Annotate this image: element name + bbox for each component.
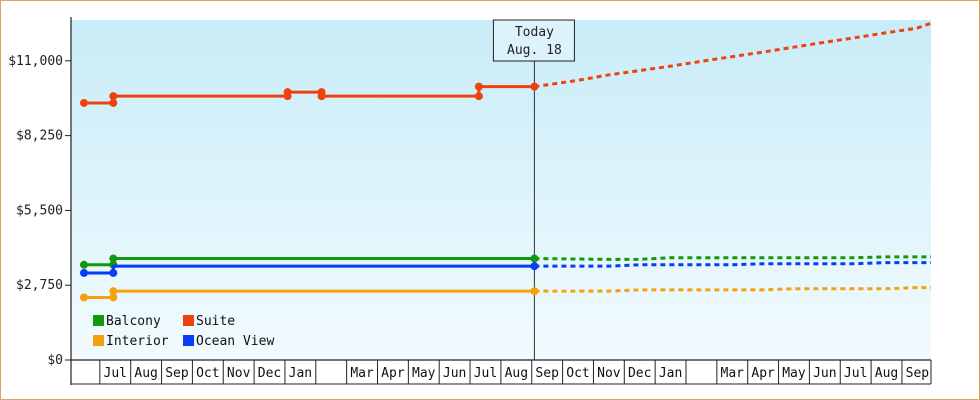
series-balcony-point — [80, 260, 88, 269]
series-suite-forecast — [534, 21, 933, 89]
series-suite-point — [474, 92, 483, 101]
legend: Balcony Suite Interior Ocean View — [93, 314, 274, 349]
today-label-title: Today — [515, 25, 554, 40]
x-month-label: Apr — [751, 366, 775, 381]
series-suite-point — [109, 98, 118, 107]
series-balcony-forecast — [534, 255, 931, 261]
x-month-label: May — [412, 366, 436, 381]
legend-swatch-interior — [93, 335, 104, 346]
legend-label-interior: Interior — [106, 334, 169, 349]
y-tick-label: $0 — [47, 353, 63, 368]
series-suite-point — [317, 92, 326, 101]
series-suite-point — [80, 98, 88, 107]
series-balcony-point — [530, 254, 539, 263]
today-label-date: Aug. 18 — [507, 43, 562, 58]
x-month-label: Jun — [443, 366, 466, 381]
series-suite-point — [283, 88, 292, 97]
x-month-label: Oct — [196, 366, 219, 381]
legend-label-suite: Suite — [196, 314, 235, 329]
series-interior-point — [109, 287, 118, 296]
x-month-label: May — [782, 366, 806, 381]
series-interior-point — [80, 293, 88, 302]
x-month-label: Sep — [535, 366, 559, 381]
x-month-label: Sep — [906, 366, 930, 381]
y-tick-label: $5,500 — [16, 203, 63, 218]
legend-label-balcony: Balcony — [106, 314, 161, 329]
series-ocean-view-point — [530, 262, 539, 271]
x-month-label: Jul — [474, 366, 497, 381]
series-ocean-view-point — [109, 268, 118, 277]
x-month-label: Aug — [505, 366, 528, 381]
series-interior-forecast — [534, 286, 931, 293]
x-month-label: Sep — [165, 366, 189, 381]
legend-swatch-balcony — [93, 315, 104, 326]
x-month-label: Aug — [875, 366, 898, 381]
plot-area — [71, 20, 931, 360]
y-tick-label: $11,000 — [8, 54, 63, 69]
y-axis: $0 $2,750 $5,500 $8,250 $11,000 — [8, 17, 72, 385]
x-month-label: Jul — [104, 366, 127, 381]
y-tick-label: $2,750 — [16, 278, 63, 293]
series-ocean-view-point — [80, 268, 88, 277]
series-interior-point — [109, 293, 118, 302]
x-month-label: Dec — [628, 366, 651, 381]
x-month-label: Jul — [844, 366, 867, 381]
x-axis: Jul Aug Sep Oct Nov Dec Jan Mar Apr May Jun Jul Aug S… — [71, 359, 932, 385]
series-ocean-view-forecast — [534, 261, 931, 268]
x-month-label: Aug — [134, 366, 157, 381]
series-lines — [80, 21, 933, 302]
x-month-label: Jan — [659, 366, 682, 381]
x-month-label: Dec — [258, 366, 281, 381]
legend-swatch-suite — [183, 315, 194, 326]
x-month-label: Apr — [381, 366, 405, 381]
x-month-label: Nov — [227, 366, 251, 381]
legend-label-ocean-view: Ocean View — [196, 334, 274, 349]
series-suite-point — [474, 82, 483, 91]
series-suite-point — [530, 82, 539, 91]
x-month-label: Oct — [566, 366, 589, 381]
x-month-label: Mar — [721, 366, 745, 381]
x-month-label: Mar — [350, 366, 374, 381]
x-month-label: Jun — [813, 366, 836, 381]
series-suite-point — [109, 92, 118, 101]
x-month-label: Jan — [289, 366, 312, 381]
today-label-box — [492, 19, 575, 62]
series-interior-point — [530, 287, 539, 296]
series-balcony-point — [109, 254, 118, 263]
today-marker: Today Aug. 18 — [492, 19, 575, 360]
x-month-label: Nov — [597, 366, 621, 381]
legend-swatch-ocean-view — [183, 335, 194, 346]
y-tick-label: $8,250 — [16, 129, 63, 144]
